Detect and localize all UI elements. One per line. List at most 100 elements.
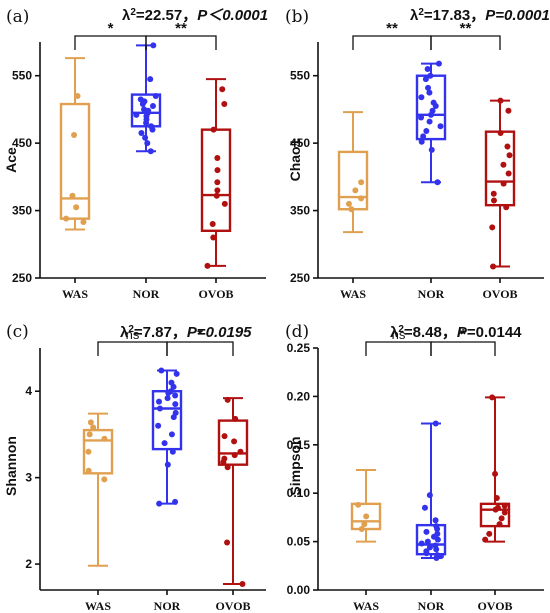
data-point [432, 420, 439, 427]
data-point [155, 398, 162, 405]
data-point [430, 99, 437, 106]
panel-letter: (c) [6, 322, 29, 342]
data-point [434, 179, 441, 186]
data-point [231, 438, 238, 445]
box-nor: NOR [415, 60, 447, 301]
data-point [172, 498, 179, 505]
data-point [503, 204, 510, 211]
bracket-line [430, 35, 501, 50]
data-point [435, 60, 442, 67]
panel-a: (a) λ2=22.57，P＜0.0001 Ace 250 350 450 550 WAS NO… [3, 7, 268, 302]
data-point [221, 101, 228, 108]
data-point [501, 502, 508, 509]
data-point [87, 419, 94, 426]
y-tick-label: 2 [25, 557, 32, 571]
data-point [168, 379, 175, 386]
data-point [504, 143, 511, 150]
panel-title: λ2=22.57，P＜0.0001 [122, 7, 268, 25]
data-point [219, 86, 226, 93]
data-point [506, 152, 513, 159]
box-was: WAS [350, 468, 382, 613]
data-point [489, 224, 496, 231]
y-axis-label: Simpson [287, 436, 303, 495]
x-tick-label: WAS [85, 599, 111, 613]
panel-title: λ2=17.83，P=0.0001 [410, 7, 550, 25]
data-point [142, 134, 149, 141]
data-point [158, 367, 165, 374]
data-point [418, 540, 425, 547]
data-point [148, 123, 155, 130]
y-tick-label: 0.25 [287, 341, 311, 355]
data-point [348, 206, 355, 213]
data-point [133, 111, 140, 118]
data-point [423, 528, 430, 535]
significance-label: * [197, 326, 203, 343]
x-tick-label: OVOB [482, 287, 517, 301]
title-part: =0.0001 [495, 7, 550, 24]
x-tick-label: WAS [353, 599, 379, 613]
data-point [213, 192, 220, 199]
significance-label: * [460, 326, 466, 343]
data-point [214, 167, 221, 174]
data-point [147, 148, 154, 155]
data-point [152, 92, 159, 99]
data-point [489, 394, 496, 401]
data-point [420, 133, 427, 140]
box-was: WAS [82, 412, 114, 613]
data-point [172, 409, 179, 416]
bracket-line [97, 341, 168, 356]
y-tick-label: 250 [12, 271, 32, 285]
box-nor: NOR [130, 42, 162, 301]
data-point [224, 396, 231, 403]
data-point [214, 154, 221, 161]
data-point [164, 461, 171, 468]
data-point [423, 548, 430, 555]
data-point [168, 431, 175, 438]
data-point [221, 433, 228, 440]
box-ovob: OVOB [482, 97, 518, 301]
data-point [232, 415, 239, 422]
title-part: P=0.0195 [187, 324, 252, 341]
title-part: 2 [130, 7, 136, 18]
data-point [432, 542, 439, 549]
y-tick-label: 0.05 [287, 535, 311, 549]
data-point [358, 179, 365, 186]
data-point [210, 126, 217, 133]
panel-letter: (d) [285, 322, 309, 342]
data-point [428, 146, 435, 153]
significance-label: ns [126, 327, 140, 342]
panel-title: λ2=7.87，P=0.0195 [120, 324, 252, 342]
box-was: WAS [337, 111, 369, 301]
data-point [497, 130, 504, 137]
bracket-line [430, 341, 496, 356]
data-point [493, 495, 500, 502]
iqr-box [484, 130, 516, 207]
data-point [167, 388, 174, 395]
x-tick-label: WAS [340, 287, 366, 301]
significance-bracket: * [74, 20, 147, 50]
data-point [149, 103, 156, 110]
data-point [482, 536, 489, 543]
title-part: 2 [418, 7, 424, 18]
y-tick-label: 350 [12, 204, 32, 218]
data-point [500, 180, 507, 187]
x-tick-label: NOR [418, 287, 445, 301]
data-point [424, 538, 431, 545]
significance-bracket: * [430, 326, 496, 356]
title-part: P [485, 7, 496, 24]
data-point [147, 76, 154, 83]
y-tick-label: 350 [290, 204, 310, 218]
data-point [427, 72, 434, 79]
significance-label: ** [386, 20, 398, 37]
iqr-box [415, 74, 447, 141]
data-point [424, 65, 431, 72]
data-point [345, 200, 352, 207]
box-nor: NOR [415, 420, 447, 613]
data-point [497, 97, 504, 104]
panel-letter: (b) [285, 7, 309, 27]
data-point [501, 509, 508, 516]
data-point [422, 76, 429, 83]
data-point [214, 187, 221, 194]
data-point [221, 455, 228, 462]
